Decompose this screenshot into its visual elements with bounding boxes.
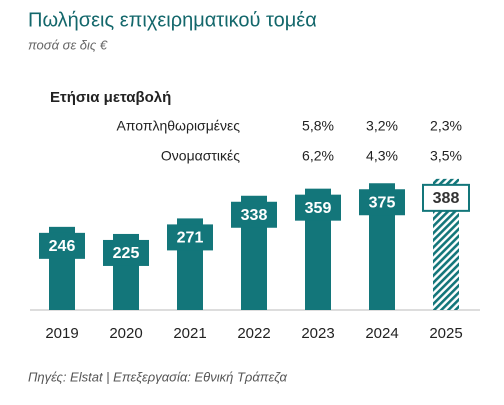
- x-tick-label: 2020: [109, 325, 142, 342]
- table-cell: 6,2%: [302, 148, 334, 164]
- data-label: 225: [113, 245, 140, 262]
- x-tick-label: 2019: [45, 325, 78, 342]
- x-tick-label: 2022: [237, 325, 270, 342]
- source: Πηγές: Elstat | Επεξεργασία: Εθνική Τράπ…: [28, 369, 288, 384]
- data-label: 359: [305, 200, 332, 217]
- label-box: [295, 194, 341, 221]
- x-tick-label: 2024: [365, 325, 398, 342]
- subtitle: ποσά σε δις €: [28, 37, 108, 52]
- data-label: 338: [241, 207, 268, 224]
- data-label: 271: [177, 230, 204, 247]
- x-tick-label: 2025: [429, 325, 462, 342]
- label-box: [359, 189, 405, 216]
- table-cell: 5,8%: [302, 118, 334, 134]
- label-box: [422, 183, 470, 212]
- table-title: Ετήσια μεταβολή: [50, 89, 171, 106]
- label-box: [167, 224, 213, 251]
- data-label: 246: [49, 238, 76, 255]
- data-label: 388: [433, 190, 460, 207]
- x-tick-label: 2021: [173, 325, 206, 342]
- chart-title: Πωλήσεις επιχειρηματικού τομέα: [28, 9, 317, 31]
- label-box: [231, 201, 277, 228]
- row-label: Αποπληθωρισμένες: [116, 118, 240, 134]
- table-cell: 2,3%: [430, 118, 462, 134]
- data-label: 375: [369, 194, 396, 211]
- row-label: Ονομαστικές: [161, 148, 240, 164]
- table-cell: 3,2%: [366, 118, 398, 134]
- table-cell: 3,5%: [430, 148, 462, 164]
- label-box: [39, 232, 85, 259]
- label-box: [103, 239, 149, 266]
- x-tick-label: 2023: [301, 325, 334, 342]
- table-cell: 4,3%: [366, 148, 398, 164]
